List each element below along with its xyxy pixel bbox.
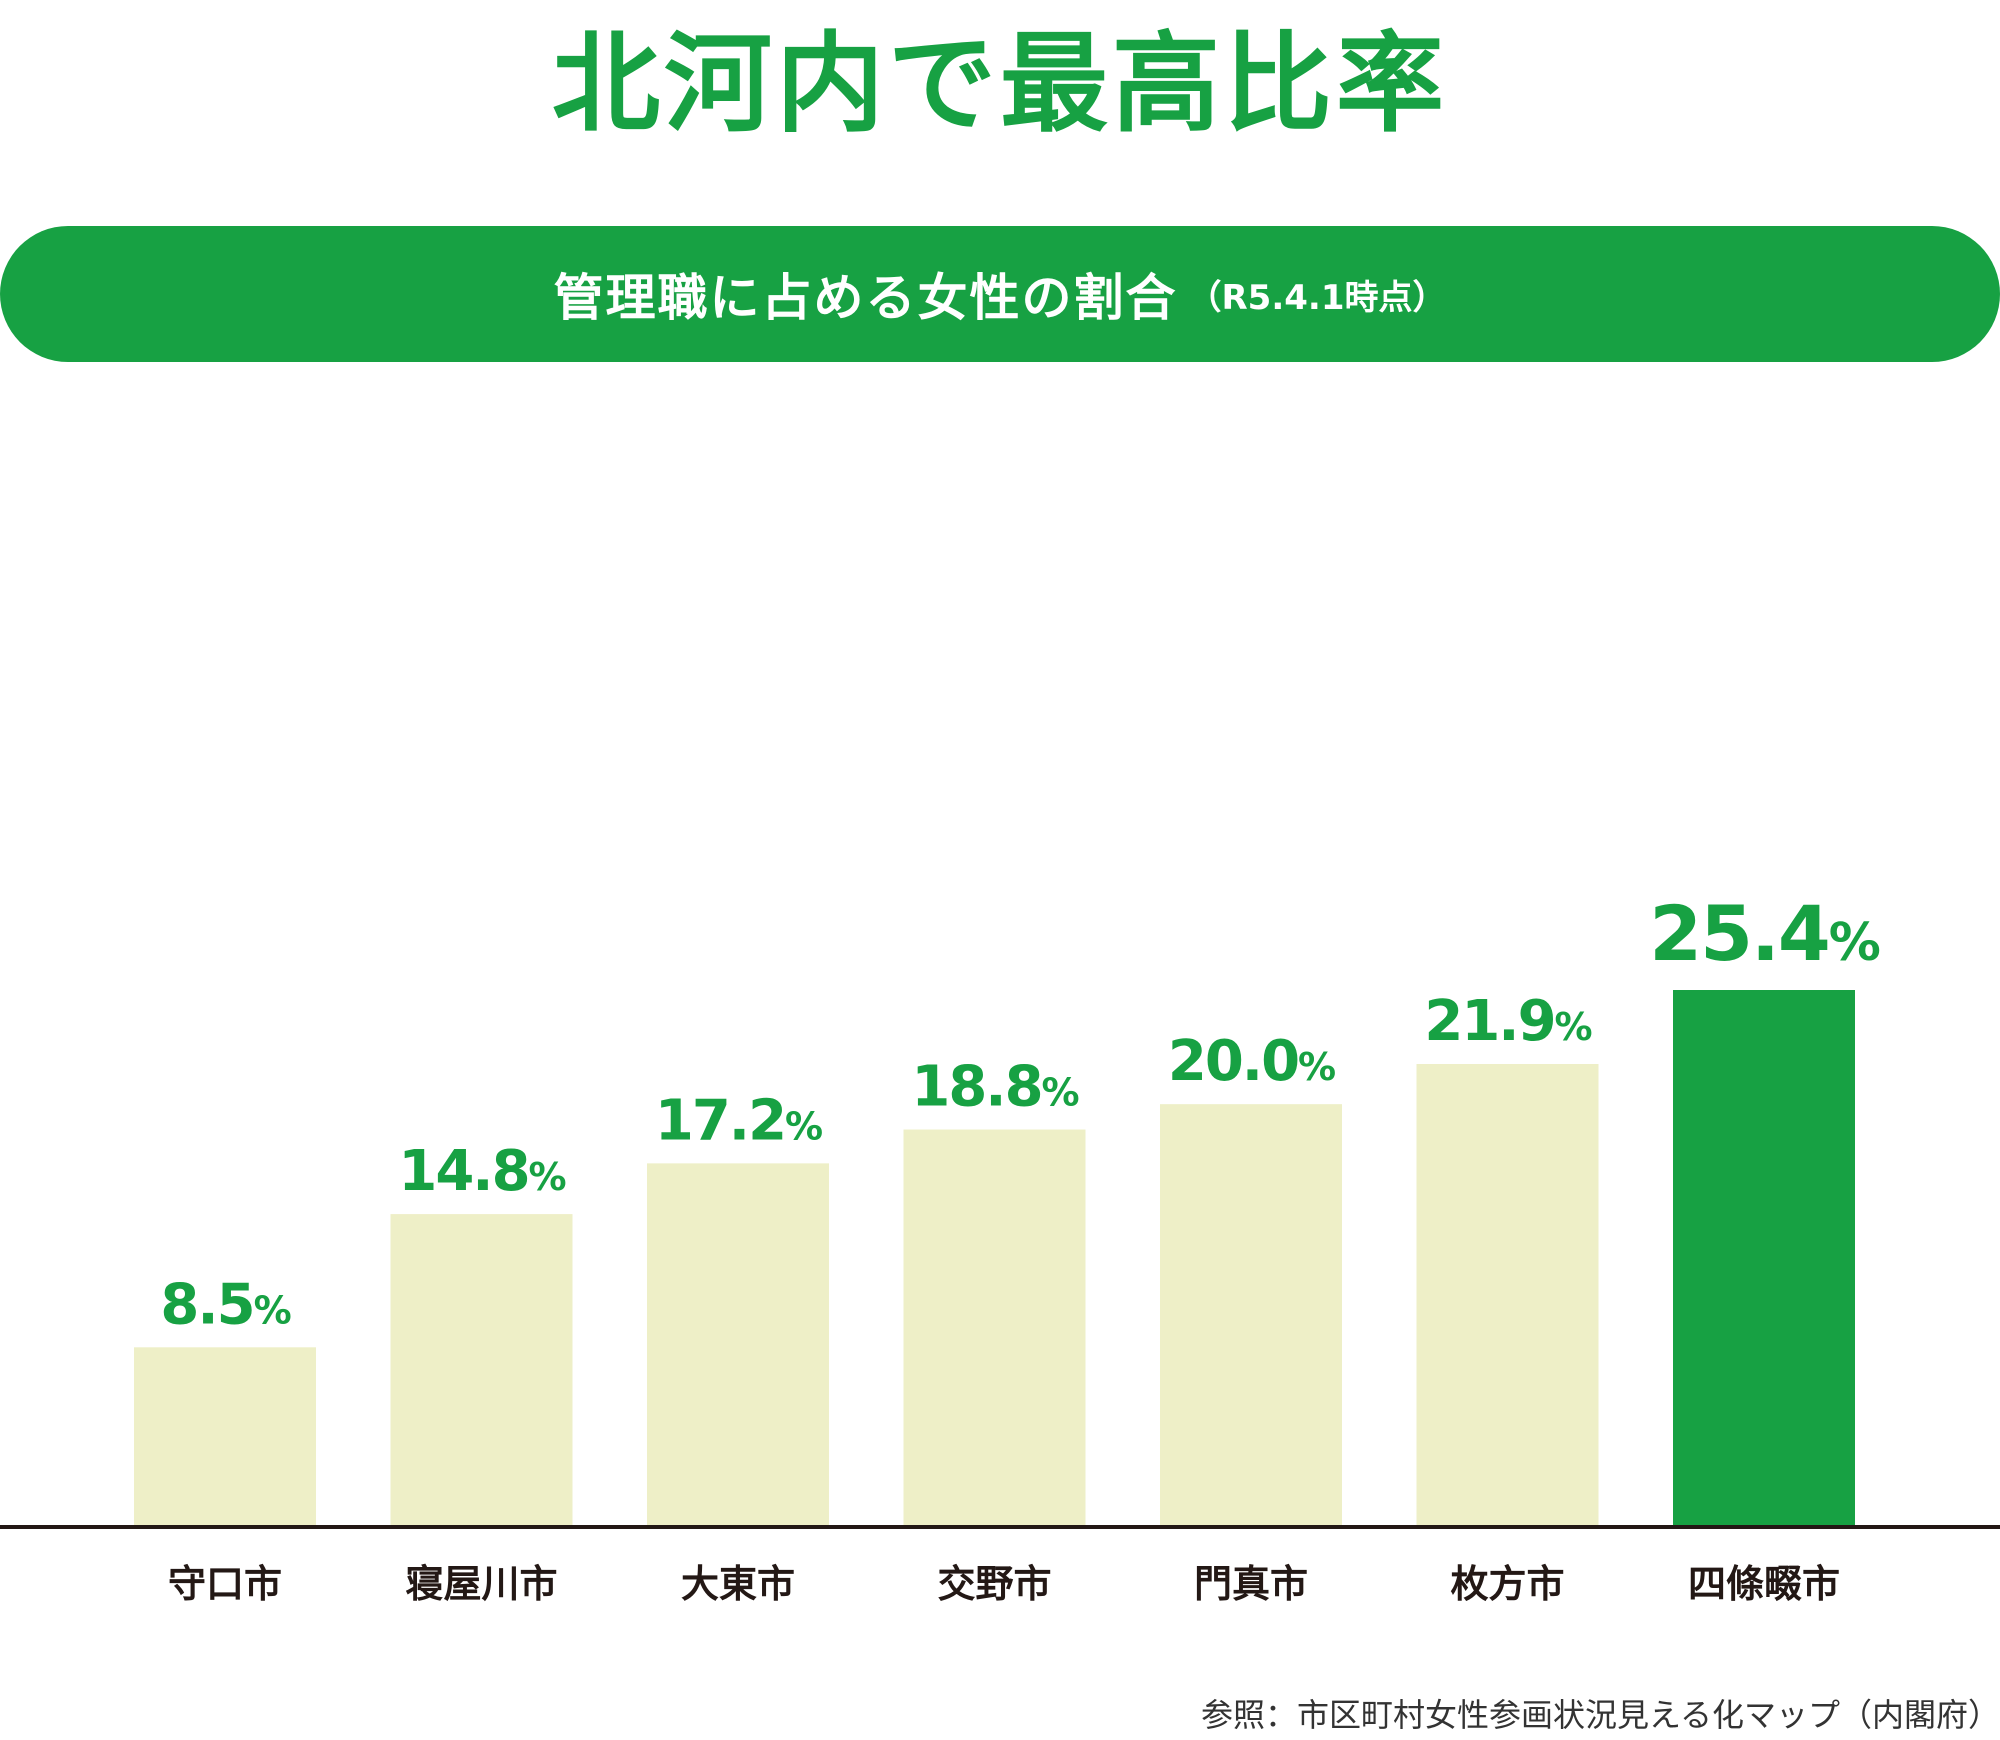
value-label: 8.5% bbox=[160, 1272, 290, 1337]
subtitle-main: 管理職に占める女性の割合 bbox=[553, 269, 1178, 327]
category-label: 守口市 bbox=[168, 1562, 282, 1606]
value-label: 14.8% bbox=[398, 1139, 565, 1204]
value-label: 20.0% bbox=[1168, 1029, 1335, 1094]
category-label: 枚方市 bbox=[1450, 1562, 1564, 1606]
category-label: 寝屋川市 bbox=[405, 1562, 557, 1606]
value-label: 21.9% bbox=[1424, 989, 1591, 1054]
bar-chart: 8.5% 守口市 14.8% 寝屋川市 17.2% 大東市 18.8% 交野市 20.0% 門真市… bbox=[0, 889, 2000, 1606]
value-label: 18.8% bbox=[911, 1055, 1078, 1120]
category-label: 門真市 bbox=[1194, 1562, 1308, 1606]
subtitle-date: （R5.4.1時点） bbox=[1187, 277, 1447, 318]
value-label: 25.4% bbox=[1649, 889, 1880, 978]
category-label: 交野市 bbox=[937, 1562, 1051, 1606]
chart-title: 北河内で最高比率 bbox=[551, 22, 1448, 147]
bar bbox=[1416, 1063, 1599, 1527]
bar bbox=[134, 1347, 316, 1527]
bar bbox=[903, 1129, 1086, 1527]
value-label: 17.2% bbox=[655, 1088, 822, 1153]
category-label: 四條畷市 bbox=[1688, 1562, 1840, 1606]
bar bbox=[1160, 1104, 1342, 1527]
bar bbox=[390, 1214, 573, 1527]
category-label: 大東市 bbox=[681, 1562, 795, 1606]
subtitle-banner: 管理職に占める女性の割合 （R5.4.1時点） bbox=[0, 226, 2000, 362]
bar bbox=[1673, 990, 1855, 1527]
bar bbox=[647, 1163, 829, 1527]
source-note: 参照：市区町村女性参画状況見える化マップ（内閣府） bbox=[1200, 1696, 2000, 1734]
